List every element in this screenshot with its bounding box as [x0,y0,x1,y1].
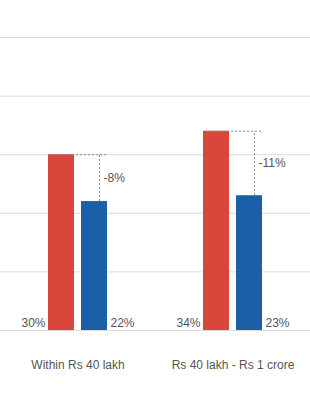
svg-text:34%: 34% [176,316,200,330]
svg-text:22%: 22% [111,316,135,330]
svg-text:Rs 40 lakh - Rs 1 crore: Rs 40 lakh - Rs 1 crore [172,358,295,372]
svg-text:30%: 30% [21,316,45,330]
svg-text:-8%: -8% [104,171,126,185]
svg-text:Within Rs 40 lakh: Within Rs 40 lakh [31,358,124,372]
svg-text:23%: 23% [266,316,290,330]
svg-text:-11%: -11% [259,156,286,170]
